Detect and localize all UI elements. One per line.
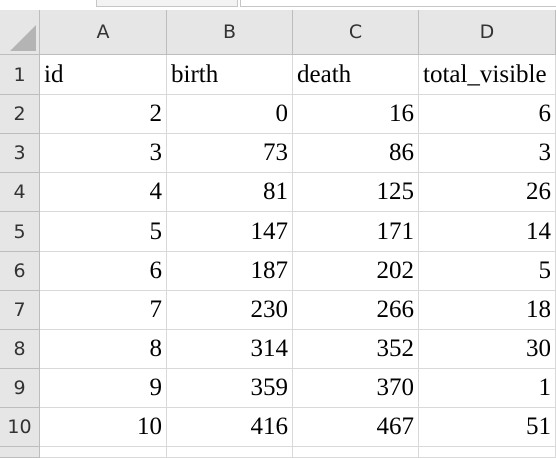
cell-a5[interactable]: 5 — [40, 212, 167, 252]
formula-bar-edge[interactable] — [240, 0, 556, 7]
row-header-2[interactable]: 2 — [0, 95, 40, 134]
select-all-button[interactable] — [0, 10, 40, 55]
cell-c6[interactable]: 202 — [293, 252, 419, 291]
cell-d3[interactable]: 3 — [419, 134, 556, 173]
row-header-10[interactable]: 10 — [0, 408, 40, 447]
cell-c1[interactable]: death — [293, 55, 419, 95]
cell-d4[interactable]: 26 — [419, 173, 556, 212]
cell-a4[interactable]: 4 — [40, 173, 167, 212]
column-header-d[interactable]: D — [419, 10, 556, 55]
cell-d8[interactable]: 30 — [419, 330, 556, 369]
column-header-c[interactable]: C — [293, 10, 419, 55]
cell-c11[interactable] — [293, 447, 419, 458]
row-header-6[interactable]: 6 — [0, 252, 40, 291]
cell-d1[interactable]: total_visible — [419, 55, 556, 95]
cell-a6[interactable]: 6 — [40, 252, 167, 291]
column-header-b[interactable]: B — [167, 10, 293, 55]
cell-c5[interactable]: 171 — [293, 212, 419, 252]
row-header-4[interactable]: 4 — [0, 173, 40, 212]
cell-b2[interactable]: 0 — [167, 95, 293, 134]
cell-d2[interactable]: 6 — [419, 95, 556, 134]
cell-c7[interactable]: 266 — [293, 291, 419, 330]
row-header-11[interactable] — [0, 447, 40, 458]
cell-d10[interactable]: 51 — [419, 408, 556, 447]
cell-d6[interactable]: 5 — [419, 252, 556, 291]
row-header-9[interactable]: 9 — [0, 369, 40, 408]
ribbon-edge — [0, 0, 556, 10]
select-all-triangle-icon — [10, 25, 36, 51]
cell-a8[interactable]: 8 — [40, 330, 167, 369]
cell-c4[interactable]: 125 — [293, 173, 419, 212]
row-header-3[interactable]: 3 — [0, 134, 40, 173]
cell-a9[interactable]: 9 — [40, 369, 167, 408]
row-header-8[interactable]: 8 — [0, 330, 40, 369]
cell-b4[interactable]: 81 — [167, 173, 293, 212]
cell-c10[interactable]: 467 — [293, 408, 419, 447]
cell-a2[interactable]: 2 — [40, 95, 167, 134]
cell-b7[interactable]: 230 — [167, 291, 293, 330]
cell-b6[interactable]: 187 — [167, 252, 293, 291]
row-header-7[interactable]: 7 — [0, 291, 40, 330]
cell-a3[interactable]: 3 — [40, 134, 167, 173]
cell-d11[interactable] — [419, 447, 556, 458]
cell-c8[interactable]: 352 — [293, 330, 419, 369]
cell-d7[interactable]: 18 — [419, 291, 556, 330]
cell-b5[interactable]: 147 — [167, 212, 293, 252]
row-header-1[interactable]: 1 — [0, 55, 40, 95]
column-header-a[interactable]: A — [40, 10, 167, 55]
cell-d5[interactable]: 14 — [419, 212, 556, 252]
cell-c9[interactable]: 370 — [293, 369, 419, 408]
row-header-5[interactable]: 5 — [0, 212, 40, 252]
cell-b8[interactable]: 314 — [167, 330, 293, 369]
cell-a10[interactable]: 10 — [40, 408, 167, 447]
cell-b10[interactable]: 416 — [167, 408, 293, 447]
cell-a7[interactable]: 7 — [40, 291, 167, 330]
cell-b11[interactable] — [167, 447, 293, 458]
cell-a1[interactable]: id — [40, 55, 167, 95]
cell-c2[interactable]: 16 — [293, 95, 419, 134]
cell-b9[interactable]: 359 — [167, 369, 293, 408]
cell-d9[interactable]: 1 — [419, 369, 556, 408]
worksheet-grid[interactable]: A B C D 1 2 3 4 5 6 7 8 9 10 id birth de… — [0, 10, 556, 458]
cell-b3[interactable]: 73 — [167, 134, 293, 173]
cell-c3[interactable]: 86 — [293, 134, 419, 173]
cell-a11[interactable] — [40, 447, 167, 458]
name-box-edge[interactable] — [96, 0, 238, 7]
cell-b1[interactable]: birth — [167, 55, 293, 95]
